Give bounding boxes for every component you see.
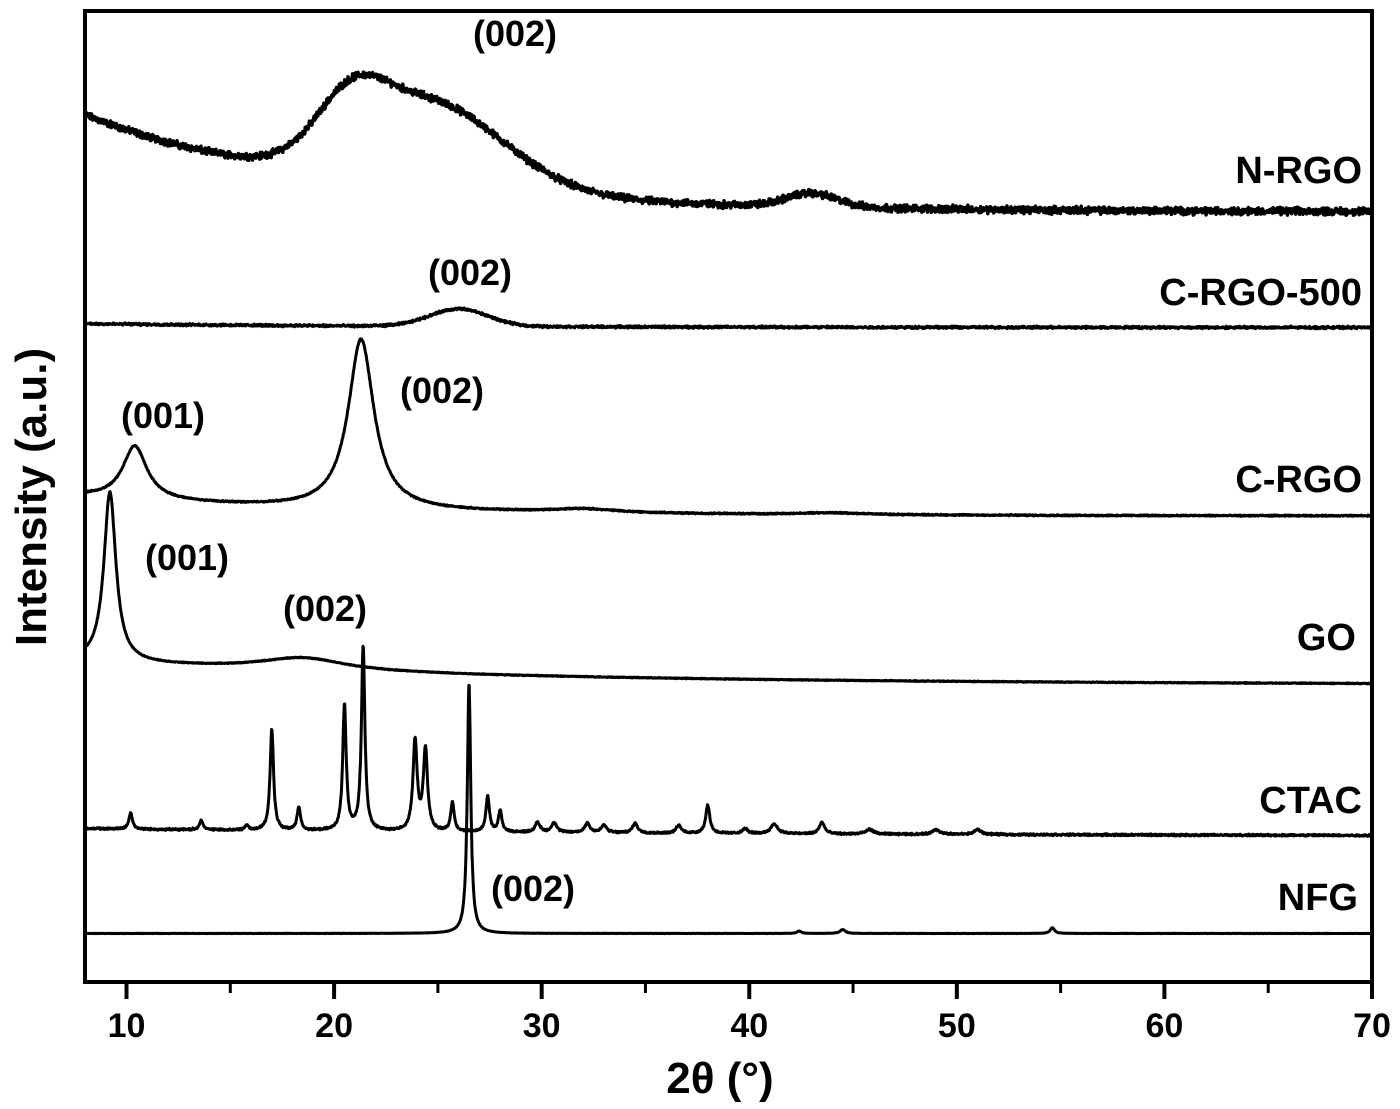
x-axis-label: 2θ (°)	[666, 1054, 773, 1103]
series-label-ctac: CTAC	[1259, 780, 1362, 822]
series-label-c-rgo: C-RGO	[1235, 459, 1362, 501]
series-line-c-rgo-500	[84, 306, 1373, 331]
x-tick-label: 10	[108, 1007, 146, 1045]
x-axis-ticks	[124, 982, 1374, 999]
series-label-c-rgo-500: C-RGO-500	[1159, 272, 1362, 314]
annotation-c-rgo-500-002: (002)	[428, 252, 512, 293]
x-tick-label: 50	[938, 1007, 976, 1045]
series-label-n-rgo: N-RGO	[1235, 150, 1362, 192]
x-axis-tick-labels: 10 20 30 40 50 60 70	[108, 1007, 1391, 1045]
annotation-c-rgo-001: (001)	[121, 395, 205, 436]
series-line-ctac	[84, 644, 1374, 838]
annotation-c-rgo-002: (002)	[400, 370, 484, 411]
annotation-go-001: (001)	[145, 537, 229, 578]
x-tick-label: 30	[523, 1007, 561, 1045]
series-line-go	[84, 490, 1373, 686]
annotation-go-002: (002)	[283, 588, 367, 629]
x-tick-label: 70	[1353, 1007, 1391, 1045]
annotation-n-rgo-002: (002)	[473, 13, 557, 54]
series-line-n-rgo	[84, 70, 1374, 217]
series-line-c-rgo	[85, 337, 1374, 518]
series-label-go: GO	[1297, 617, 1356, 659]
x-tick-label: 60	[1146, 1007, 1184, 1045]
x-tick-label: 40	[730, 1007, 768, 1045]
annotation-nfg-002: (002)	[491, 868, 575, 909]
series-line-nfg	[85, 683, 1373, 936]
plot-frame	[83, 9, 1374, 984]
y-axis-label: Intensity (a.u.)	[7, 348, 56, 646]
series-label-nfg: NFG	[1278, 877, 1358, 919]
x-tick-label: 20	[315, 1007, 353, 1045]
traces	[84, 70, 1374, 936]
